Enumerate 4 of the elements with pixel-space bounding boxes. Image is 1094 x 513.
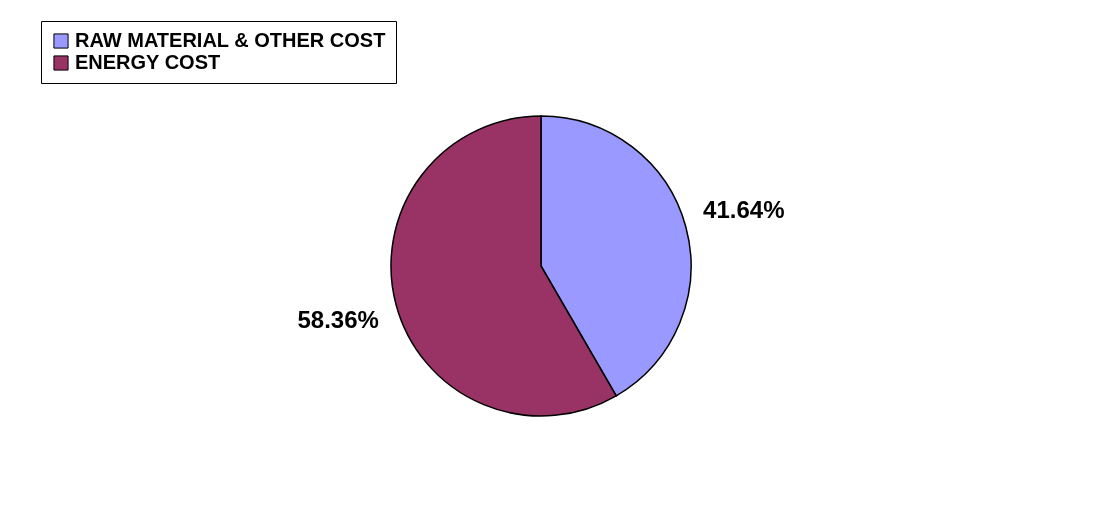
legend-label: ENERGY COST — [75, 51, 221, 73]
data-label: 58.36% — [297, 305, 379, 333]
legend-label: RAW MATERIAL & OTHER COST — [75, 29, 386, 51]
data-label: 41.64% — [703, 196, 785, 224]
